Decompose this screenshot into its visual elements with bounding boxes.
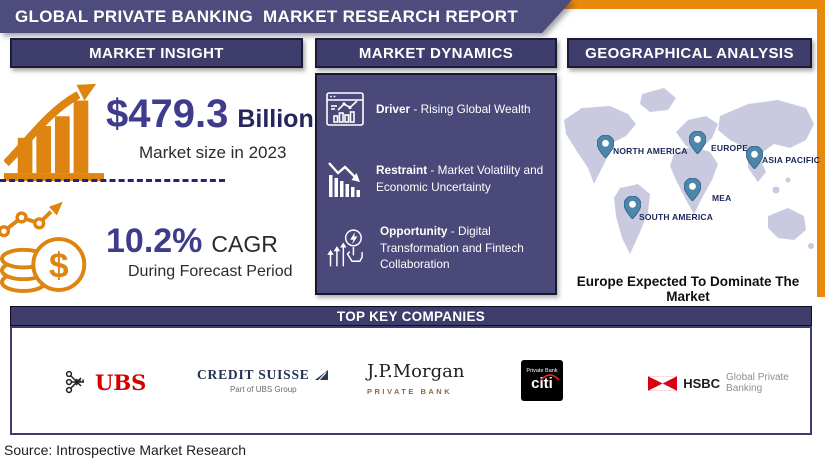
source-note: Source: Introspective Market Research xyxy=(4,442,246,458)
geographical-analysis-heading: GEOGRAPHICAL ANALYSIS xyxy=(567,38,812,68)
coin-growth-icon: $ xyxy=(0,201,87,293)
dynamics-driver-text: Driver - Rising Global Wealth xyxy=(376,101,531,116)
credit-suisse-wordmark: CREDIT SUISSE xyxy=(197,367,310,382)
geo-caption: Europe Expected To Dominate The Market xyxy=(576,274,800,304)
map-pin-mea xyxy=(684,178,701,201)
dynamics-opportunity-row: Opportunity - Digital Transformation and… xyxy=(325,223,558,273)
cagr-caption: During Forecast Period xyxy=(128,263,293,280)
citi-arc-icon xyxy=(540,374,560,381)
market-dynamics-heading: MARKET DYNAMICS xyxy=(315,38,557,68)
map-pin-europe xyxy=(689,131,706,154)
map-pin-south-america xyxy=(624,196,641,219)
ubs-wordmark: UBS xyxy=(95,369,147,395)
hsbc-logo: HSBC Global Private Banking xyxy=(648,372,825,394)
cagr-unit: CAGR xyxy=(211,231,278,257)
hsbc-wordmark: HSBC xyxy=(683,375,721,391)
market-dynamics-panel: Driver - Rising Global Wealth Restraint … xyxy=(315,73,557,295)
market-size-unit: Billion xyxy=(237,105,314,133)
market-size-number: $479.3 xyxy=(106,92,229,136)
analytics-window-icon xyxy=(326,92,364,126)
citi-subtitle: Private Bank xyxy=(526,368,558,374)
dashed-divider xyxy=(0,179,225,182)
jpmorgan-logo: J.P.Morgan PRIVATE BANK xyxy=(367,361,464,396)
hsbc-subtitle: Global Private Banking xyxy=(726,372,789,394)
market-size-caption: Market size in 2023 xyxy=(139,143,287,162)
hsbc-hexagon-icon xyxy=(648,375,678,391)
region-label-mea: MEA xyxy=(712,193,732,203)
market-size-value: $479.3 Billion xyxy=(106,92,314,137)
citi-wordmark: citi xyxy=(531,375,553,392)
dynamics-restraint-text: Restraint - Market Volatility and Econom… xyxy=(376,163,544,194)
jpmorgan-wordmark: J.P.Morgan xyxy=(367,361,465,382)
credit-suisse-subtitle: Part of UBS Group xyxy=(229,385,297,394)
jpmorgan-subtitle: PRIVATE BANK xyxy=(367,387,453,396)
region-label-europe: EUROPE xyxy=(711,143,749,153)
map-pin-asia-pacific xyxy=(746,146,763,169)
ubs-logo: UBS xyxy=(64,369,146,395)
map-pin-north-america xyxy=(597,135,614,158)
ubs-keys-icon xyxy=(65,370,84,394)
region-label-south-america: SOUTH AMERICA xyxy=(639,212,714,222)
title-ribbon: GLOBAL PRIVATE BANKING MARKET RESEARCH R… xyxy=(0,0,572,33)
region-label-north-america: NORTH AMERICA xyxy=(613,146,688,156)
dynamics-driver-row: Driver - Rising Global Wealth xyxy=(325,89,554,129)
companies-panel xyxy=(10,326,812,435)
credit-suisse-logo: CREDIT SUISSE Part of UBS Group xyxy=(197,367,330,394)
svg-text:$: $ xyxy=(49,246,69,285)
region-label-asia-pacific: ASIA PACIFIC xyxy=(762,155,821,165)
growth-bar-chart-icon xyxy=(4,83,104,181)
dynamics-restraint-row: Restraint - Market Volatility and Econom… xyxy=(325,159,554,199)
top-key-companies-heading: TOP KEY COMPANIES xyxy=(10,306,812,326)
right-orange-accent xyxy=(817,0,825,297)
dynamics-opportunity-text: Opportunity - Digital Transformation and… xyxy=(380,224,524,272)
top-orange-accent xyxy=(487,0,825,9)
declining-chart-icon xyxy=(328,162,360,197)
cagr-value: 10.2% CAGR xyxy=(106,222,278,261)
citi-logo: Private Bank citi xyxy=(521,360,563,401)
market-insight-heading: MARKET INSIGHT xyxy=(10,38,303,68)
cagr-number: 10.2% xyxy=(106,222,203,260)
digital-click-icon xyxy=(327,229,363,267)
report-title: GLOBAL PRIVATE BANKING MARKET RESEARCH R… xyxy=(15,6,519,26)
credit-suisse-sail-icon xyxy=(314,370,328,381)
